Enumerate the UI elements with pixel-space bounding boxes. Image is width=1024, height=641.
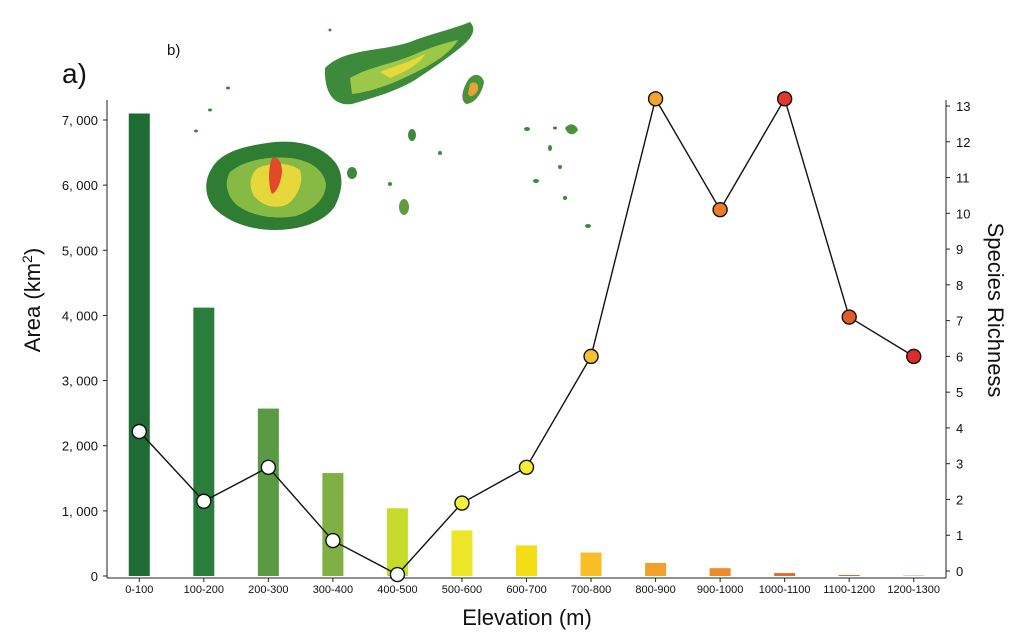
right-tick-label: 3 bbox=[956, 457, 963, 472]
right-tick-label: 4 bbox=[956, 421, 963, 436]
x-tick-label: 900-1000 bbox=[697, 584, 744, 596]
left-tick-label: 5, 000 bbox=[62, 243, 98, 258]
species-richness-point bbox=[389, 566, 406, 583]
area-bar bbox=[838, 575, 860, 576]
area-bar bbox=[709, 568, 731, 576]
area-bars bbox=[128, 113, 925, 576]
left-tick-label: 1, 000 bbox=[62, 504, 98, 519]
right-tick-label: 13 bbox=[956, 99, 970, 114]
species-richness-point bbox=[712, 202, 728, 218]
panel-label-b: b) bbox=[167, 42, 180, 59]
area-bar bbox=[322, 473, 344, 576]
area-bar bbox=[580, 552, 602, 576]
y-axis-title: Area (km2) bbox=[19, 248, 45, 352]
x-tick-label: 200-300 bbox=[248, 584, 288, 596]
x-axis-title: Elevation (m) bbox=[462, 605, 592, 630]
left-tick-label: 0 bbox=[91, 569, 98, 584]
x-tick-label: 1100-1200 bbox=[823, 584, 875, 596]
left-axis-ticks: 0 1, 000 2, 000 3, 000 4, 000 5, 000 6, 000 7, … bbox=[62, 113, 107, 584]
left-tick-label: 4, 000 bbox=[62, 308, 98, 323]
species-richness-point bbox=[906, 348, 922, 365]
area-bar bbox=[386, 508, 408, 576]
panel-label-a: a) bbox=[62, 58, 87, 89]
species-richness-point bbox=[647, 91, 664, 107]
right-tick-label: 6 bbox=[956, 349, 963, 364]
right-tick-label: 12 bbox=[956, 135, 970, 150]
species-richness-point bbox=[776, 91, 793, 107]
right-tick-label: 7 bbox=[956, 314, 963, 329]
right-tick-label: 10 bbox=[956, 206, 970, 221]
right-tick-label: 1 bbox=[956, 528, 963, 543]
right-tick-label: 11 bbox=[956, 171, 970, 186]
x-tick-label: 1000-1100 bbox=[759, 584, 811, 596]
left-tick-label: 7, 000 bbox=[62, 113, 98, 128]
x-tick-label: 0-100 bbox=[125, 584, 153, 596]
x-tick-label: 400-500 bbox=[377, 584, 417, 596]
x-tick-label: 500-600 bbox=[442, 584, 482, 596]
right-tick-label: 5 bbox=[956, 385, 963, 400]
right-tick-label: 9 bbox=[956, 242, 963, 257]
species-richness-line bbox=[131, 91, 922, 583]
species-richness-point bbox=[454, 495, 470, 511]
x-tick-label: 300-400 bbox=[313, 584, 353, 596]
area-bar bbox=[774, 573, 796, 576]
fiji-elevation-map bbox=[194, 22, 591, 230]
right-tick-label: 8 bbox=[956, 278, 963, 293]
species-richness-point bbox=[325, 532, 341, 549]
right-tick-label: 0 bbox=[956, 564, 963, 579]
left-tick-label: 6, 000 bbox=[62, 178, 98, 193]
x-axis-ticks: 0-100 100-200 200-300 300-400 400-500 500-600… bbox=[125, 578, 940, 596]
area-bar bbox=[193, 307, 215, 576]
species-richness-point bbox=[196, 493, 212, 509]
x-tick-label: 1200-1300 bbox=[887, 584, 940, 596]
right-tick-label: 2 bbox=[956, 492, 963, 507]
left-tick-label: 3, 000 bbox=[62, 374, 98, 389]
species-richness-point bbox=[841, 309, 857, 325]
species-richness-point bbox=[131, 423, 147, 440]
x-tick-label: 700-800 bbox=[571, 584, 611, 596]
y2-axis-title: Species Richness bbox=[983, 223, 1008, 398]
area-bar bbox=[645, 562, 667, 576]
area-bar bbox=[257, 408, 279, 576]
area-bar bbox=[516, 545, 537, 576]
species-richness-point bbox=[583, 348, 599, 365]
x-tick-label: 600-700 bbox=[506, 584, 546, 596]
species-richness-point bbox=[518, 459, 535, 475]
area-bar bbox=[128, 113, 150, 576]
left-tick-label: 2, 000 bbox=[62, 439, 98, 454]
x-tick-label: 100-200 bbox=[184, 584, 224, 596]
x-tick-label: 800-900 bbox=[635, 584, 675, 596]
area-bar bbox=[451, 530, 473, 576]
species-richness-point bbox=[260, 459, 277, 475]
